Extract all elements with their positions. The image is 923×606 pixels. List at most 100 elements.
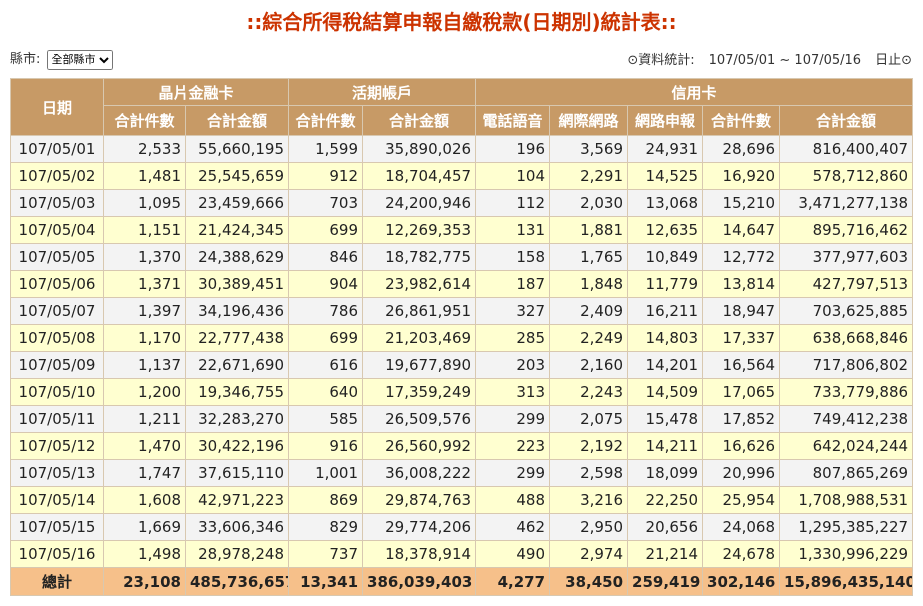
cell: 1,371 xyxy=(103,270,186,298)
cell: 30,389,451 xyxy=(184,270,290,298)
cell: 699 xyxy=(288,324,364,352)
date-cell: 107/05/14 xyxy=(10,486,104,514)
stats-suffix: 日止⊙ xyxy=(875,53,912,68)
cell: 640 xyxy=(288,378,364,406)
cell: 14,201 xyxy=(627,351,704,379)
cell: 16,626 xyxy=(702,432,781,460)
date-cell: 107/05/07 xyxy=(10,297,104,325)
cell: 196 xyxy=(475,135,551,163)
cell: 816,400,407 xyxy=(779,135,914,163)
county-select[interactable]: 全部縣市 xyxy=(46,49,113,70)
cell: 24,678 xyxy=(702,540,781,568)
cell: 26,509,576 xyxy=(362,405,477,433)
header-row: 日期 晶片金融卡 活期帳戶 信用卡 xyxy=(10,78,914,136)
date-cell: 107/05/10 xyxy=(10,378,104,406)
cell: 23,459,666 xyxy=(184,189,290,217)
cell: 21,214 xyxy=(627,540,704,568)
cell: 1,330,996,229 xyxy=(779,540,914,568)
total-cell: 386,039,403 xyxy=(362,567,477,596)
data-row: 107/05/08 1,170 22,777,438 699 21,203,469 285… xyxy=(10,324,914,352)
date-cell: 107/05/03 xyxy=(10,189,104,217)
cell: 377,977,603 xyxy=(779,243,914,271)
cell: 42,971,223 xyxy=(184,486,290,514)
cell: 17,337 xyxy=(702,324,781,352)
cell: 18,378,914 xyxy=(362,540,477,568)
cell: 749,412,238 xyxy=(779,405,914,433)
cell: 32,283,270 xyxy=(184,405,290,433)
column-header: 合計金額 xyxy=(779,105,914,136)
date-cell: 107/05/02 xyxy=(10,162,104,190)
stats-range: 107/05/01 ~ 107/05/16 xyxy=(708,53,862,68)
cell: 2,950 xyxy=(549,513,629,541)
cell: 17,065 xyxy=(702,378,781,406)
data-row: 107/05/06 1,371 30,389,451 904 23,982,614 187… xyxy=(10,270,914,298)
column-header: 合計金額 xyxy=(184,105,290,136)
cell: 807,865,269 xyxy=(779,459,914,487)
cell: 1,708,988,531 xyxy=(779,486,914,514)
cell: 26,861,951 xyxy=(362,297,477,325)
cell: 18,704,457 xyxy=(362,162,477,190)
cell: 490 xyxy=(475,540,551,568)
cell: 24,068 xyxy=(702,513,781,541)
cell: 10,849 xyxy=(627,243,704,271)
cell: 462 xyxy=(475,513,551,541)
cell: 642,024,244 xyxy=(779,432,914,460)
date-cell: 107/05/12 xyxy=(10,432,104,460)
cell: 55,660,195 xyxy=(184,135,290,163)
cell: 36,008,222 xyxy=(362,459,477,487)
cell: 13,814 xyxy=(702,270,781,298)
cell: 717,806,802 xyxy=(779,351,914,379)
data-row: 107/05/05 1,370 24,388,629 846 18,782,775 158… xyxy=(10,243,914,271)
cell: 285 xyxy=(475,324,551,352)
cell: 1,669 xyxy=(103,513,186,541)
cell: 11,779 xyxy=(627,270,704,298)
cell: 23,982,614 xyxy=(362,270,477,298)
cell: 18,099 xyxy=(627,459,704,487)
cell: 131 xyxy=(475,216,551,244)
cell: 313 xyxy=(475,378,551,406)
cell: 14,525 xyxy=(627,162,704,190)
cell: 1,747 xyxy=(103,459,186,487)
total-cell: 4,277 xyxy=(475,567,551,596)
cell: 703 xyxy=(288,189,364,217)
stats: ⊙資料統計: 107/05/01 ~ 107/05/16 日止⊙ xyxy=(627,49,912,68)
data-row: 107/05/07 1,397 34,196,436 786 26,861,951 327… xyxy=(10,297,914,325)
cell: 28,978,248 xyxy=(184,540,290,568)
column-header: 合計件數 xyxy=(288,105,364,136)
date-cell: 107/05/01 xyxy=(10,135,104,163)
cell: 585 xyxy=(288,405,364,433)
total-row: 總計 23,108 485,736,657 13,341 386,039,403 4,27… xyxy=(10,567,914,596)
cell: 21,424,345 xyxy=(184,216,290,244)
column-header: 網路申報 xyxy=(627,105,704,136)
cell: 13,068 xyxy=(627,189,704,217)
cell: 699 xyxy=(288,216,364,244)
date-cell: 107/05/04 xyxy=(10,216,104,244)
total-cell: 302,146 xyxy=(702,567,781,596)
cell: 16,564 xyxy=(702,351,781,379)
cell: 28,696 xyxy=(702,135,781,163)
filter-label: 縣市: xyxy=(10,52,41,67)
cell: 15,210 xyxy=(702,189,781,217)
cell: 2,598 xyxy=(549,459,629,487)
cell: 3,471,277,138 xyxy=(779,189,914,217)
cell: 2,409 xyxy=(549,297,629,325)
date-cell: 107/05/11 xyxy=(10,405,104,433)
cell: 1,848 xyxy=(549,270,629,298)
cell: 1,881 xyxy=(549,216,629,244)
total-cell: 15,896,435,140 xyxy=(779,567,914,596)
date-cell: 107/05/06 xyxy=(10,270,104,298)
cell: 488 xyxy=(475,486,551,514)
cell: 203 xyxy=(475,351,551,379)
cell: 34,196,436 xyxy=(184,297,290,325)
cell: 158 xyxy=(475,243,551,271)
cell: 427,797,513 xyxy=(779,270,914,298)
cell: 2,030 xyxy=(549,189,629,217)
cell: 187 xyxy=(475,270,551,298)
cell: 14,211 xyxy=(627,432,704,460)
data-row: 107/05/16 1,498 28,978,248 737 18,378,914 490… xyxy=(10,540,914,568)
cell: 16,920 xyxy=(702,162,781,190)
cell: 638,668,846 xyxy=(779,324,914,352)
total-cell: 13,341 xyxy=(288,567,364,596)
column-header: 合計件數 xyxy=(103,105,186,136)
cell: 14,803 xyxy=(627,324,704,352)
